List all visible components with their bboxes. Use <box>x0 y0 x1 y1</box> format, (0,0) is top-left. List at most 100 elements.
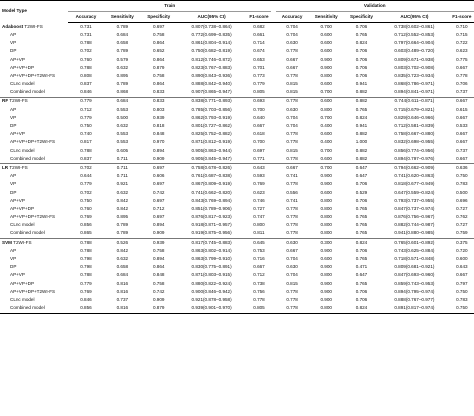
method-name: LR <box>2 164 9 170</box>
train-sensitivity-cell: 0.816 <box>103 304 142 314</box>
train-f1-cell: 0.623 <box>253 189 265 195</box>
val-sensitivity-cell: 0.400 <box>320 123 332 129</box>
train-auc-cell: 0.871(0.803–0.915) <box>191 272 232 278</box>
train-auc-cell: 0.741(0.662–0.820) <box>191 189 232 195</box>
val-sensitivity-cell: 0.900 <box>320 181 332 187</box>
train-specificity-cell: 0.758 <box>152 72 165 78</box>
train-f1-cell: 0.618 <box>253 131 265 137</box>
val-accuracy-cell: 0.667 <box>286 64 298 70</box>
train-f1-cell: 0.645 <box>246 237 272 248</box>
val-f1-cell: 0.533 <box>456 123 468 129</box>
model-variant-name: VP <box>10 181 17 187</box>
val-accuracy-cell: 0.704 <box>286 114 298 120</box>
val-specificity-cell: 0.647 <box>355 272 368 278</box>
train-accuracy-cell: 0.837 <box>80 81 92 87</box>
table-row: RF T2WI-FS 0.779 0.684 0.833 0.838(0.771–0.8… <box>0 96 474 106</box>
train-sensitivity-cell: 0.842 <box>116 197 129 203</box>
val-sensitivity-cell: 0.600 <box>320 256 332 262</box>
train-accuracy-cell: 0.750 <box>80 197 92 203</box>
table-row: AP+VP 0.750 0.842 0.697 0.843(0.769–0.894) 0.… <box>0 197 474 205</box>
train-sensitivity-cell: 0.816 <box>116 280 129 286</box>
train-auc-cell: 0.907(0.865–0.947) <box>191 89 232 95</box>
train-specificity-cell: 0.864 <box>152 264 165 270</box>
train-auc-cell: 0.801(0.727–0.862) <box>191 123 232 129</box>
train-f1-cell: 0.800 <box>253 222 265 228</box>
val-sensitivity-cell: 0.700 <box>308 163 344 173</box>
model-variant-name: AP <box>10 247 17 253</box>
train-f1-cell: 0.756 <box>253 288 265 294</box>
val-sensitivity-cell: 0.800 <box>320 272 332 278</box>
train-accuracy-cell: 0.702 <box>80 189 92 195</box>
model-name-cell: Adaboost T2WI-FS <box>0 23 68 32</box>
table-row: AP 0.712 0.553 0.803 0.785(0.703–0.856) 0.700… <box>0 106 474 114</box>
train-accuracy-cell: 0.846 <box>80 89 92 95</box>
column-gap <box>271 304 276 314</box>
model-name-cell: DP <box>0 122 68 130</box>
train-auc-cell: 0.880(0.822–0.924) <box>191 280 232 286</box>
train-sensitivity-cell: 0.895 <box>116 72 129 78</box>
val-sensitivity-cell: 0.900 <box>320 247 332 253</box>
val-auc-cell: 0.797(0.664–0.904) <box>394 40 435 46</box>
train-auc-cell: 0.851(0.789–0.906) <box>191 205 232 211</box>
model-variant-name: CLnc model <box>10 81 35 87</box>
train-accuracy-cell: 0.788 <box>80 147 92 153</box>
train-specificity-cell: 0.606 <box>152 173 165 179</box>
val-accuracy-cell: 0.778 <box>286 139 298 145</box>
val-accuracy-cell: 0.778 <box>286 181 298 187</box>
val-specificity-cell: 0.765 <box>355 222 368 228</box>
val-auc-cell: 0.882(0.744–0.987) <box>394 222 435 228</box>
val-f1-cell: 0.720 <box>456 247 468 253</box>
train-sensitivity-cell: 0.789 <box>116 23 129 29</box>
method-name: Adaboost <box>2 23 24 29</box>
train-sensitivity-cell: 0.711 <box>116 173 128 179</box>
train-sensitivity-cell: 0.711 <box>103 163 142 173</box>
model-variant-name: AP+VP <box>10 272 25 278</box>
model-variant-name: AP+VP <box>10 56 25 62</box>
model-name-cell: Combined model <box>0 89 68 98</box>
val-specificity-cell: 0.882 <box>355 89 368 95</box>
train-sensitivity-cell: 0.553 <box>116 131 129 137</box>
val-accuracy-cell: 0.704 <box>286 31 298 37</box>
val-f1-header: F1-score <box>449 11 474 23</box>
train-f1-cell: 0.805 <box>246 304 272 314</box>
train-sensitivity-cell: 0.737 <box>116 296 129 302</box>
val-auc-cell: 0.856(0.774–0.956) <box>394 147 435 153</box>
model-name-cell: Combined model <box>0 155 68 164</box>
train-specificity-cell: 0.803 <box>152 106 165 112</box>
train-accuracy-cell: 0.644 <box>80 173 92 179</box>
val-f1-cell: 0.778 <box>456 72 468 78</box>
train-f1-cell: 0.747 <box>253 214 265 220</box>
val-accuracy-cell: 0.556 <box>286 189 298 195</box>
val-specificity-cell: 0.706 <box>355 48 368 54</box>
train-f1-cell: 0.714 <box>253 40 265 46</box>
train-accuracy-cell: 0.788 <box>80 40 92 46</box>
model-variant-name: T2WI-FS <box>9 98 28 104</box>
val-auc-cell: 0.603(0.489–0.720) <box>394 48 435 54</box>
train-auc-cell: 0.807(0.738–0.864) <box>191 23 232 29</box>
table-row: AP 0.644 0.711 0.606 0.761(0.687–0.838) 0.593… <box>0 172 474 180</box>
model-variant-name: AP <box>10 106 17 112</box>
model-name-cell: SVM T2WI-FS <box>0 237 69 248</box>
val-specificity-header: Specificity <box>343 11 380 23</box>
model-variant-name: AP+VP+DP+T2WI-FS <box>10 72 56 78</box>
train-f1-cell: 0.738 <box>253 280 265 286</box>
train-sensitivity-cell: 0.579 <box>116 56 129 62</box>
val-specificity-cell: 0.765 <box>355 256 368 262</box>
model-variant-name: T2WI-FS <box>13 239 32 245</box>
train-f1-cell: 0.811 <box>253 230 265 236</box>
table-row: VP 0.788 0.658 0.864 0.861(0.804–0.914) 0.714… <box>0 39 474 47</box>
val-accuracy-cell: 0.778 <box>286 72 298 78</box>
val-specificity-cell: 0.765 <box>355 230 368 236</box>
train-accuracy-cell: 0.779 <box>80 181 92 187</box>
val-auc-cell: 0.847(0.693–0.960) <box>394 272 435 278</box>
table-row: AP+VP 0.740 0.553 0.848 0.825(0.752–0.882) 0.… <box>0 130 474 138</box>
val-sensitivity-cell: 0.600 <box>320 189 332 195</box>
val-f1-cell: 0.696 <box>456 197 468 203</box>
train-accuracy-cell: 0.731 <box>80 31 92 37</box>
train-accuracy-cell: 0.865 <box>80 230 92 236</box>
model-variant-name: AP+VP+DP <box>10 205 35 211</box>
val-f1-cell: 0.667 <box>456 139 468 145</box>
model-variant-name: AP <box>10 31 17 37</box>
val-sensitivity-cell: 0.900 <box>320 173 332 179</box>
train-auc-cell: 0.890(0.843–0.936) <box>191 72 232 78</box>
